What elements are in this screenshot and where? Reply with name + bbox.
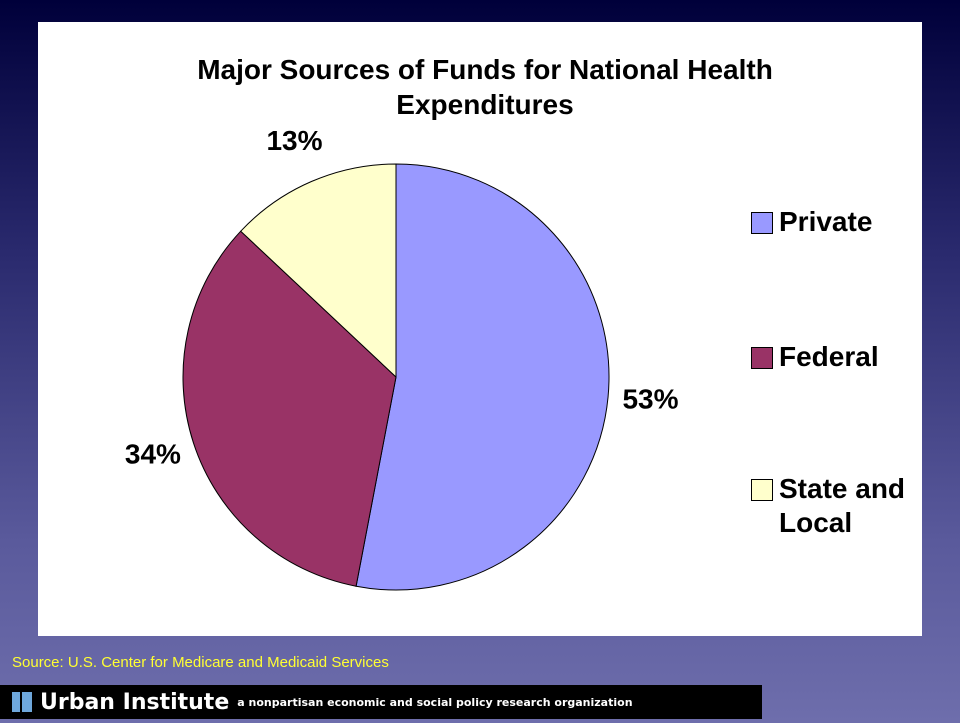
org-name: Urban Institute (40, 689, 230, 715)
source-note: Source: U.S. Center for Medicare and Med… (12, 654, 389, 671)
pie-slice (182, 230, 397, 587)
logo (12, 692, 32, 712)
legend-item: Private (751, 205, 929, 239)
data-label: 13% (266, 125, 322, 156)
pie-slice (240, 163, 397, 379)
legend-swatch (751, 347, 773, 369)
legend-item: Federal (751, 340, 929, 374)
legend-swatch (751, 479, 773, 501)
footer-bar: Urban Institute a nonpartisan economic a… (0, 685, 762, 719)
legend-item: State and Local (751, 472, 929, 540)
data-label: 34% (125, 438, 181, 469)
legend-label: State and Local (779, 473, 906, 538)
pie-slice (355, 163, 610, 591)
legend-swatch (751, 212, 773, 234)
legend-label: Private (779, 206, 873, 237)
chart-title: Major Sources of Funds for National Heal… (197, 54, 773, 120)
data-label: 53% (622, 383, 678, 414)
legend-label: Federal (779, 341, 879, 372)
org-tagline: a nonpartisan economic and social policy… (237, 695, 633, 709)
